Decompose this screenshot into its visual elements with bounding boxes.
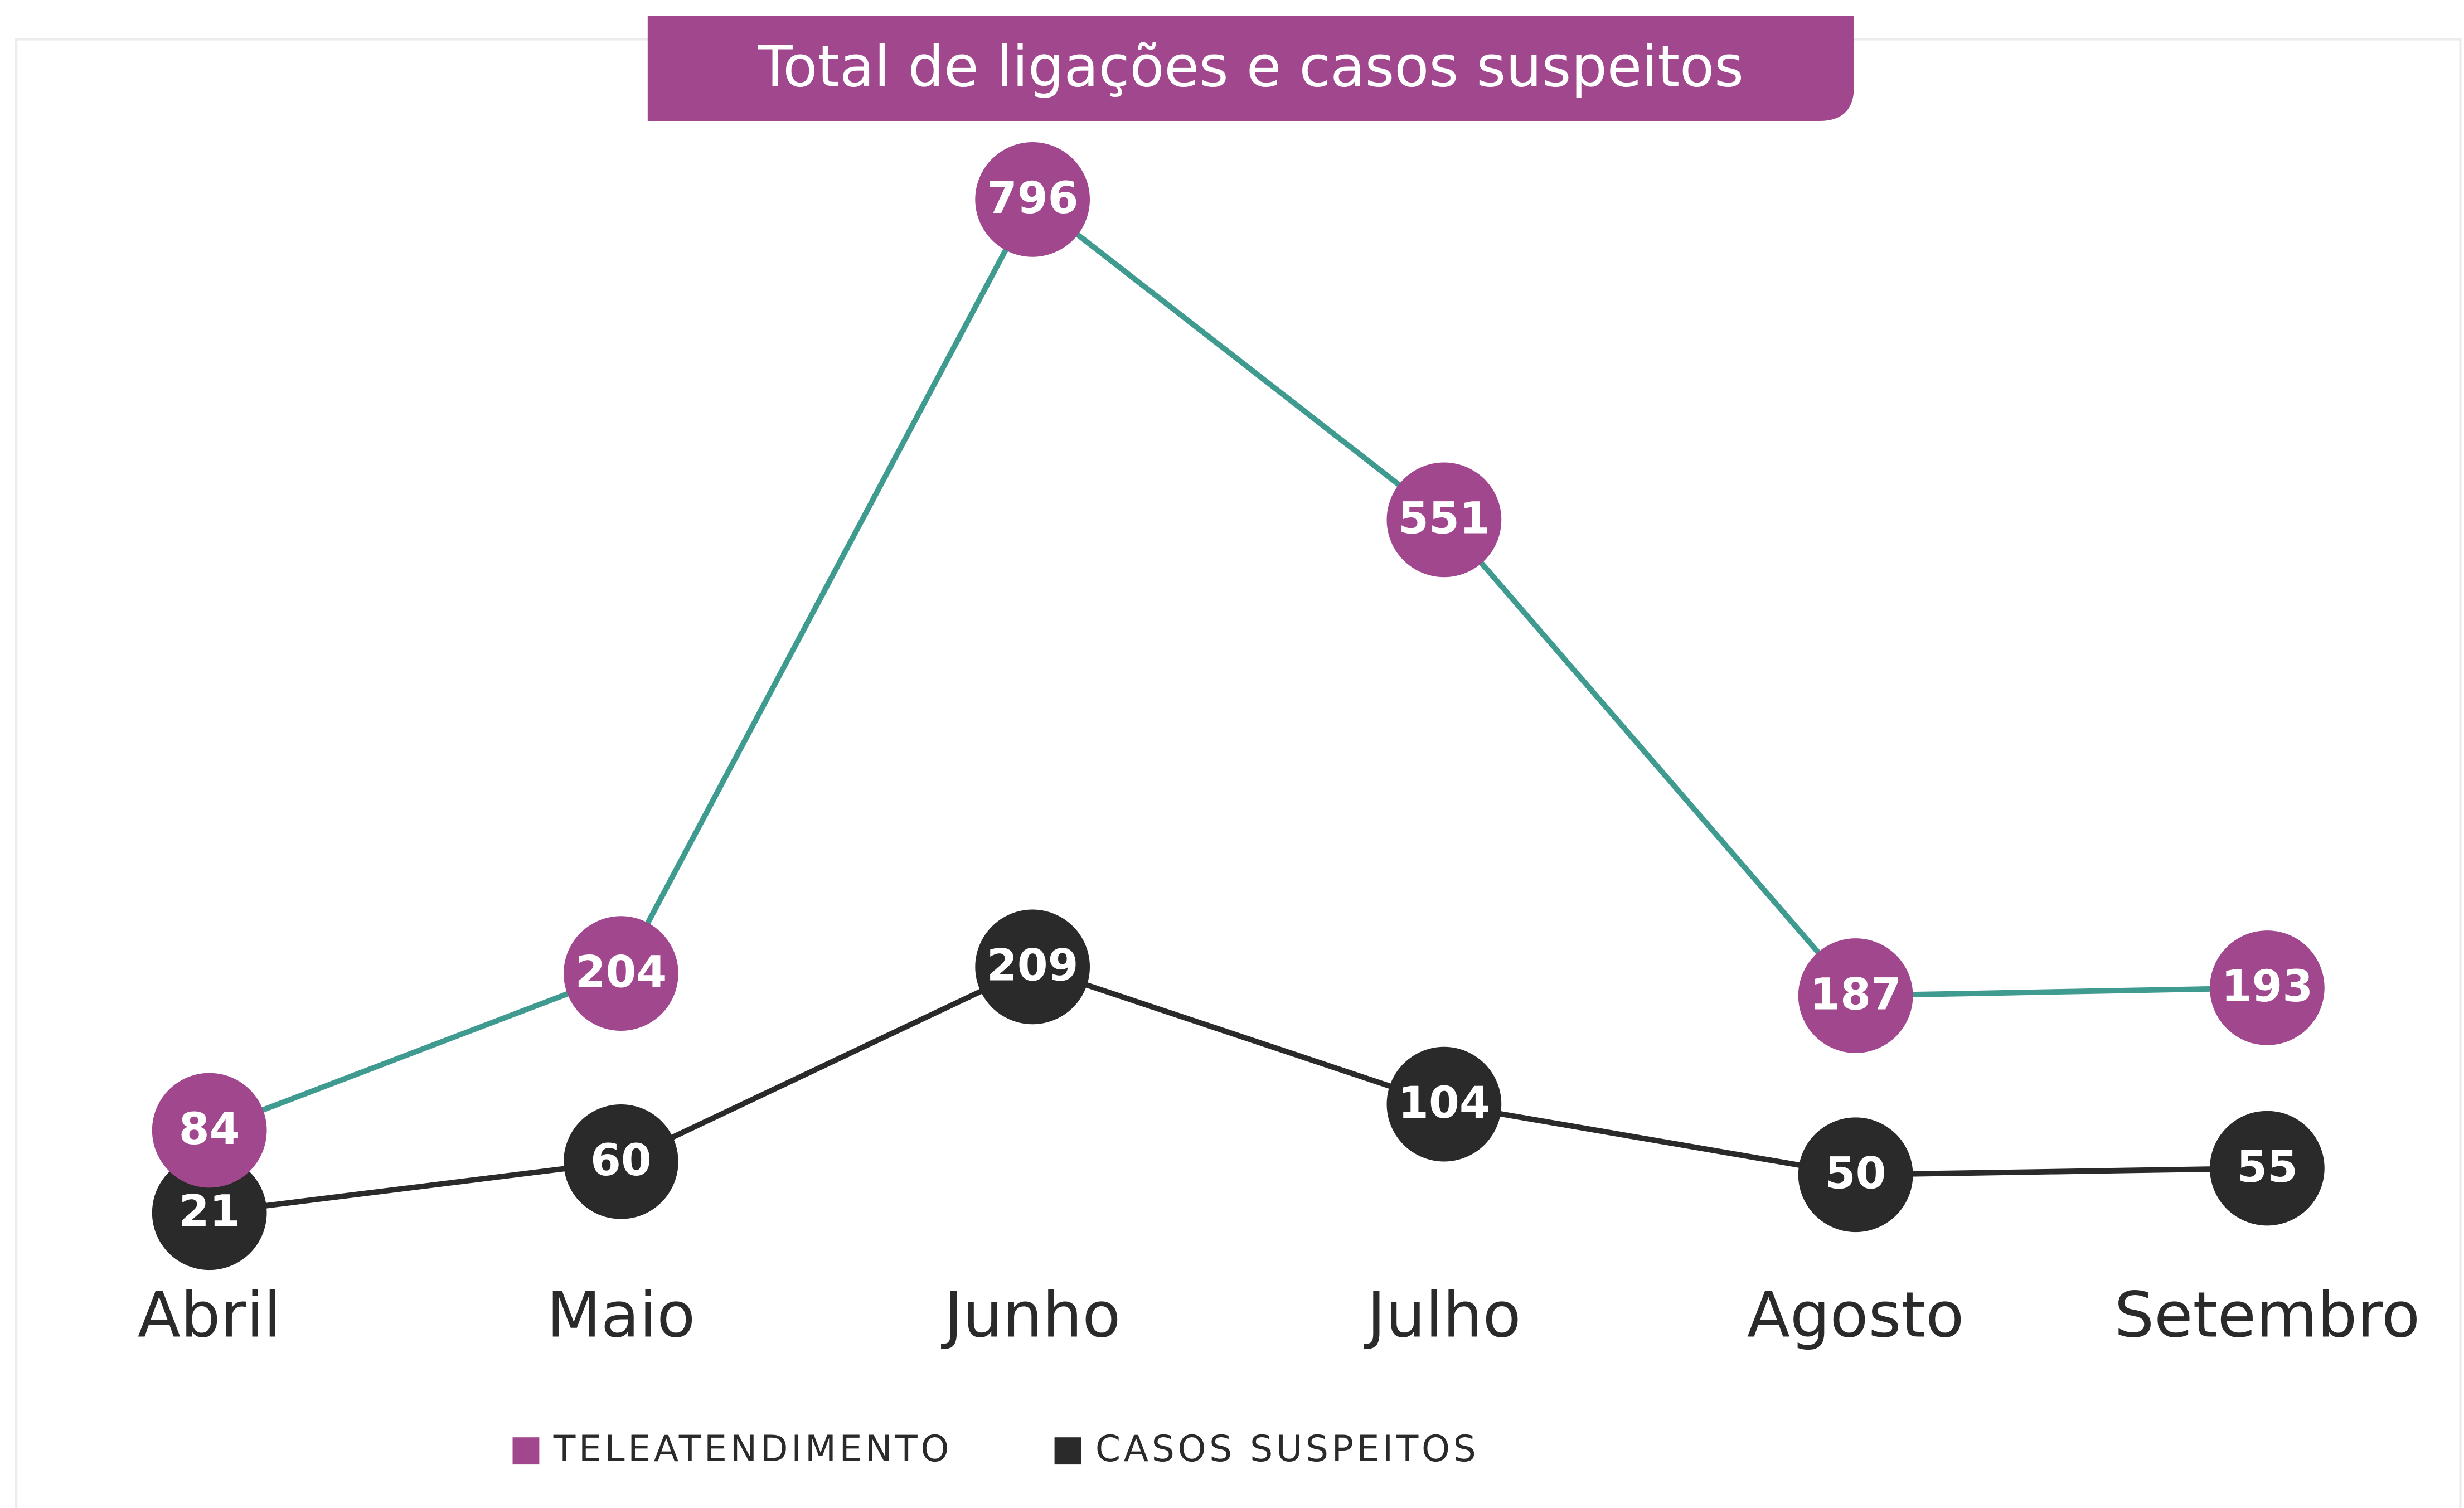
x-tick-label: Setembro: [2114, 1278, 2420, 1352]
data-point: [2210, 930, 2325, 1045]
legend-swatch: [512, 1437, 540, 1465]
legend-label: CASOS SUSPEITOS: [1095, 1428, 1479, 1470]
data-point: [152, 1073, 267, 1188]
x-tick-label: Julho: [1364, 1278, 1521, 1352]
data-label: 21: [179, 1186, 240, 1237]
data-point: [564, 1104, 678, 1219]
data-point: [2210, 1111, 2325, 1226]
data-point: [1798, 1117, 1913, 1233]
x-tick-label: Junho: [941, 1278, 1121, 1352]
data-point: [1386, 462, 1502, 578]
data-label: 193: [2222, 961, 2313, 1012]
data-point: [564, 916, 678, 1031]
data-label: 84: [179, 1103, 240, 1155]
data-label: 204: [575, 946, 667, 997]
data-label: 104: [1398, 1077, 1490, 1128]
data-label: 50: [1825, 1148, 1886, 1199]
data-point: [975, 142, 1090, 257]
data-point: [1386, 1046, 1502, 1162]
series-line: [208, 195, 2267, 1133]
data-point: [152, 1155, 267, 1271]
x-tick-label: Agosto: [1747, 1278, 1964, 1352]
chart-title: Total de ligações e casos suspeitos: [758, 34, 1744, 100]
data-label: 55: [2237, 1141, 2298, 1192]
data-point: [1798, 938, 1913, 1053]
frame: [14, 38, 2462, 1508]
legend-swatch: [1054, 1437, 1081, 1465]
data-label: 209: [987, 940, 1079, 991]
title-banner: [647, 16, 1854, 121]
data-point: [975, 909, 1090, 1025]
x-tick-label: Maio: [547, 1278, 696, 1352]
data-label: 187: [1810, 968, 1902, 1020]
data-label: 60: [590, 1134, 652, 1186]
data-label: 796: [987, 172, 1079, 224]
x-tick-label: Abril: [138, 1278, 282, 1352]
data-label: 551: [1398, 493, 1490, 544]
legend-label: TELEATENDIMENTO: [553, 1428, 952, 1470]
series-line: [209, 964, 2267, 1216]
